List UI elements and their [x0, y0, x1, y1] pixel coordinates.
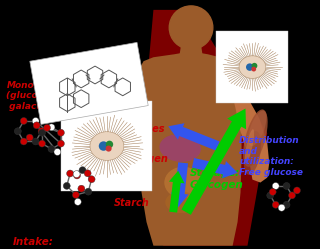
Circle shape: [267, 192, 274, 199]
Polygon shape: [109, 64, 153, 183]
Ellipse shape: [159, 134, 201, 162]
Circle shape: [88, 176, 95, 183]
Circle shape: [48, 124, 55, 131]
Circle shape: [26, 134, 33, 141]
Circle shape: [246, 63, 253, 71]
Circle shape: [293, 187, 300, 194]
Polygon shape: [139, 10, 267, 246]
Circle shape: [169, 6, 213, 49]
Polygon shape: [179, 44, 203, 57]
Circle shape: [57, 129, 64, 136]
Circle shape: [283, 183, 290, 189]
Ellipse shape: [244, 131, 261, 175]
FancyArrow shape: [171, 162, 188, 207]
Circle shape: [20, 118, 27, 124]
Text: Monosaccharides
(glucose, fructose,
 galactose): Monosaccharides (glucose, fructose, gala…: [6, 81, 101, 111]
Ellipse shape: [243, 110, 268, 167]
Text: Intake:: Intake:: [13, 237, 53, 247]
Circle shape: [85, 188, 92, 195]
Text: Disaccharides: Disaccharides: [89, 124, 165, 134]
Circle shape: [39, 129, 45, 136]
Circle shape: [38, 128, 45, 135]
Circle shape: [283, 201, 290, 208]
Ellipse shape: [90, 132, 124, 160]
Circle shape: [278, 204, 285, 211]
Circle shape: [252, 63, 257, 69]
FancyArrow shape: [168, 123, 220, 151]
Circle shape: [99, 141, 108, 151]
Text: Starch: Starch: [114, 198, 150, 208]
Circle shape: [272, 201, 279, 208]
Circle shape: [48, 146, 55, 152]
Circle shape: [84, 170, 91, 177]
Circle shape: [78, 185, 85, 192]
Circle shape: [74, 198, 81, 205]
Bar: [217, 31, 288, 103]
Polygon shape: [220, 64, 269, 183]
Bar: [30, 42, 148, 124]
Circle shape: [106, 145, 112, 152]
Ellipse shape: [245, 129, 254, 163]
Circle shape: [72, 191, 79, 198]
Circle shape: [269, 188, 276, 195]
Text: Distribution
and
utilization:
Free glucose: Distribution and utilization: Free gluco…: [239, 136, 303, 177]
Circle shape: [33, 122, 40, 129]
Circle shape: [289, 192, 295, 199]
Ellipse shape: [248, 111, 267, 146]
Circle shape: [54, 148, 61, 155]
Circle shape: [20, 138, 27, 145]
Polygon shape: [134, 51, 242, 246]
FancyArrow shape: [181, 109, 246, 215]
Circle shape: [14, 128, 21, 135]
Ellipse shape: [239, 56, 266, 78]
Bar: [61, 101, 152, 191]
Circle shape: [106, 141, 113, 148]
Circle shape: [44, 124, 51, 131]
FancyArrow shape: [192, 158, 237, 178]
Circle shape: [272, 183, 279, 189]
FancyArrow shape: [169, 171, 185, 213]
Ellipse shape: [164, 167, 202, 198]
Circle shape: [79, 167, 86, 174]
Circle shape: [57, 140, 64, 147]
Circle shape: [67, 170, 74, 177]
Text: Glycogen: Glycogen: [117, 154, 168, 164]
Circle shape: [251, 67, 256, 71]
Circle shape: [32, 118, 39, 124]
Text: Storage:
Glycogen: Storage: Glycogen: [190, 168, 244, 190]
Circle shape: [32, 138, 39, 145]
Circle shape: [73, 171, 80, 178]
Circle shape: [39, 140, 45, 147]
Ellipse shape: [165, 191, 197, 213]
Circle shape: [63, 183, 70, 189]
Circle shape: [74, 172, 81, 179]
